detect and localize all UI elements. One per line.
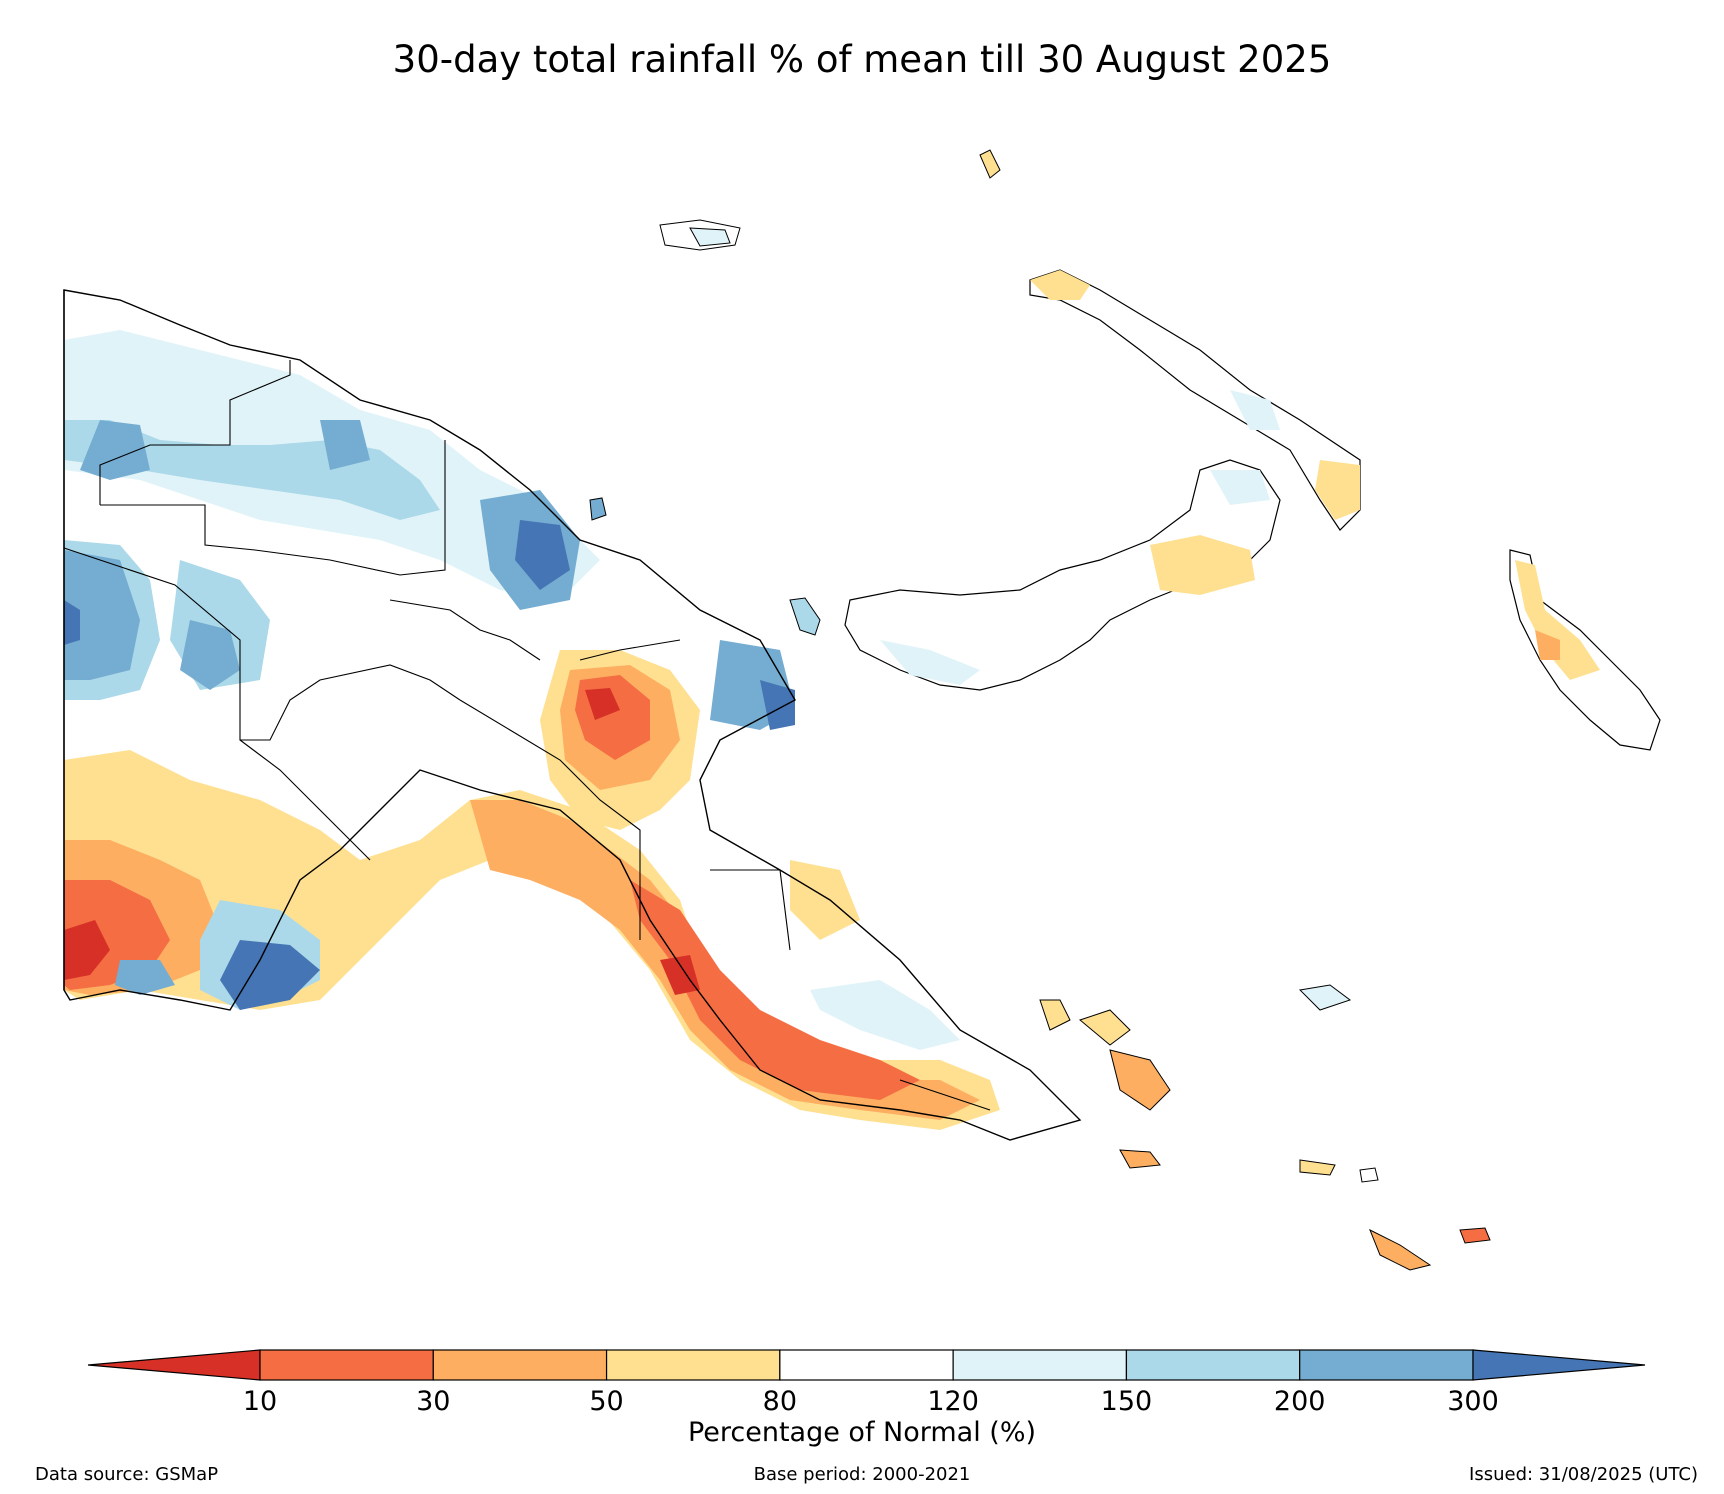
new-ireland [1029, 269, 1361, 531]
colorbar-segment [779, 1349, 954, 1381]
colorbar-tick-label: 80 [762, 1386, 798, 1417]
colorbar-label: Percentage of Normal (%) [687, 1417, 1037, 1448]
colorbar-tick-label: 300 [1447, 1386, 1499, 1417]
colorbar-segment [432, 1349, 608, 1381]
colorbar-segment [259, 1349, 434, 1381]
data-source: Data source: GSMaP [35, 1464, 219, 1485]
base-period: Base period: 2000-2021 [753, 1464, 971, 1485]
colorbar [87, 1349, 1646, 1381]
colorbar-tick-label: 200 [1273, 1386, 1326, 1417]
province-boundaries [63, 360, 991, 1111]
colorbar-segment [605, 1349, 781, 1381]
map-title: 30-day total rainfall % of mean till 30 … [392, 38, 1332, 81]
new-britain [844, 459, 1281, 691]
colorbar-extend-high [1472, 1349, 1646, 1381]
bougainville [1509, 549, 1661, 751]
colorbar-segment [1125, 1349, 1301, 1381]
small-islands [589, 149, 1491, 1271]
colorbar-tick-label: 150 [1100, 1386, 1153, 1417]
colorbar-extend-low [87, 1349, 261, 1381]
colorbar-tick-label: 30 [416, 1386, 451, 1417]
colorbar-segment [952, 1349, 1128, 1381]
colorbar-tick-label: 120 [927, 1386, 979, 1417]
colorbar-tick-label: 10 [242, 1386, 278, 1417]
colorbar-tick-label: 50 [589, 1386, 624, 1417]
mainland [63, 289, 1082, 1141]
colorbar-segment [1299, 1349, 1474, 1381]
issued-date: Issued: 31/08/2025 (UTC) [1469, 1464, 1698, 1485]
